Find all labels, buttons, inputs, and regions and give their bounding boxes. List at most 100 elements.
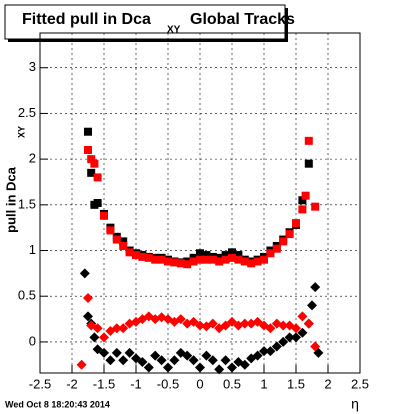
y-tick-label: 2.5 xyxy=(18,105,36,120)
point xyxy=(252,350,263,361)
point xyxy=(118,323,129,334)
point xyxy=(303,318,314,329)
y-tick-label: 1 xyxy=(29,242,36,257)
point xyxy=(291,332,301,343)
x-tick-label: 0 xyxy=(196,376,203,391)
point xyxy=(208,255,217,264)
point xyxy=(151,255,160,264)
point xyxy=(164,257,172,266)
point xyxy=(227,362,237,373)
point xyxy=(111,347,122,358)
point xyxy=(246,318,257,329)
point xyxy=(310,341,321,352)
x-tick-label: 2.5 xyxy=(351,376,369,391)
point xyxy=(106,226,115,235)
point xyxy=(214,364,225,375)
x-tick-label: 1.5 xyxy=(287,376,305,391)
point xyxy=(207,355,218,366)
plot-frame xyxy=(39,32,361,374)
point xyxy=(163,362,173,373)
point xyxy=(170,258,179,267)
point xyxy=(284,332,295,343)
point xyxy=(239,359,250,370)
y-tick-label: 2 xyxy=(29,151,36,166)
point xyxy=(196,249,204,258)
point xyxy=(84,127,92,136)
point xyxy=(182,350,193,361)
y-label-group: pull in Dca XY xyxy=(3,126,26,233)
point xyxy=(292,219,300,228)
point xyxy=(156,355,167,366)
y-axis-label: pull in Dca xyxy=(3,166,18,233)
point xyxy=(188,316,199,327)
point xyxy=(228,253,236,262)
y-tick-label: 1.5 xyxy=(18,196,36,211)
point xyxy=(304,159,313,168)
point xyxy=(260,255,268,264)
point xyxy=(253,257,262,266)
point xyxy=(92,344,103,355)
point xyxy=(278,320,289,331)
point xyxy=(188,355,199,366)
point xyxy=(183,260,192,269)
point xyxy=(297,327,308,338)
point xyxy=(266,249,275,258)
point xyxy=(137,357,148,368)
point xyxy=(176,259,185,268)
point xyxy=(311,202,320,211)
point xyxy=(227,316,237,327)
title-suffix: Global Tracks xyxy=(190,11,295,28)
point xyxy=(169,355,180,366)
point xyxy=(228,248,236,257)
point xyxy=(93,199,102,207)
point xyxy=(92,323,103,334)
point xyxy=(307,300,317,311)
point xyxy=(144,253,153,262)
point xyxy=(105,355,116,366)
point xyxy=(89,332,100,343)
point xyxy=(304,136,313,145)
y-tick-label: 0.5 xyxy=(18,288,36,303)
x-axis-label: η xyxy=(351,396,359,412)
point xyxy=(220,355,231,366)
point xyxy=(99,347,109,358)
point xyxy=(111,323,122,334)
point xyxy=(202,255,211,264)
point xyxy=(220,320,231,331)
point xyxy=(119,241,128,250)
title-subscript: XY xyxy=(167,25,181,36)
point xyxy=(265,323,276,334)
point xyxy=(131,353,141,364)
point xyxy=(239,318,250,329)
point xyxy=(132,251,140,260)
point xyxy=(125,248,134,257)
point xyxy=(195,362,205,373)
point xyxy=(175,314,186,325)
x-tick-label: 2 xyxy=(324,376,331,391)
point xyxy=(291,323,301,334)
point xyxy=(79,268,90,279)
point xyxy=(285,230,294,239)
point xyxy=(301,191,310,200)
x-tick-label: -2 xyxy=(66,376,78,391)
point xyxy=(112,235,121,244)
point xyxy=(298,205,307,214)
point xyxy=(196,255,204,264)
point xyxy=(221,255,230,264)
point xyxy=(124,347,135,358)
point xyxy=(278,336,289,347)
point xyxy=(279,237,288,246)
y-label-subscript: XY xyxy=(16,126,26,138)
point xyxy=(207,318,218,329)
point xyxy=(83,293,93,304)
x-tick-label: 0.5 xyxy=(223,376,241,391)
x-tick-label: -1 xyxy=(130,376,142,391)
point xyxy=(246,353,257,364)
point xyxy=(100,211,108,220)
point xyxy=(150,350,161,361)
point xyxy=(221,251,230,260)
point xyxy=(265,346,276,357)
point xyxy=(138,252,147,261)
